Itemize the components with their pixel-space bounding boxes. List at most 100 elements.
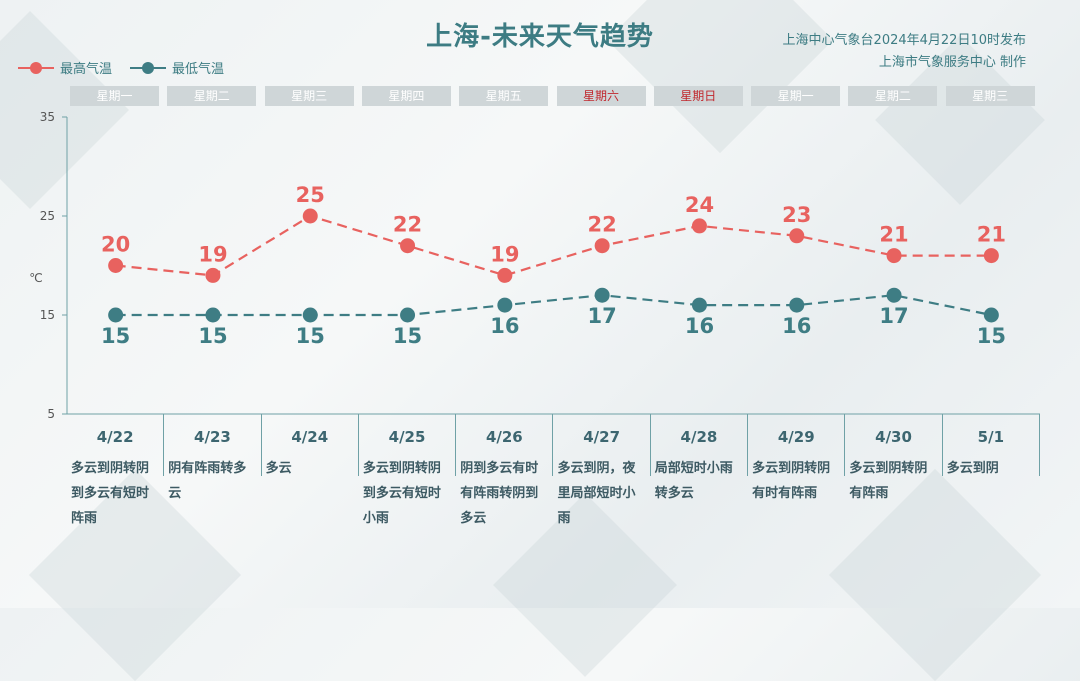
data-label-low: 15 (198, 324, 227, 348)
legend-low-label: 最低气温 (172, 62, 225, 77)
data-label-low: 17 (588, 304, 617, 328)
data-point-low (886, 287, 902, 303)
data-point-high (594, 238, 610, 254)
date-label: 5/1 (977, 428, 1005, 446)
data-point-high (691, 218, 707, 234)
day-column: 5/1 多云到阴 (943, 414, 1040, 476)
data-point-low (789, 297, 805, 313)
weekday-label: 星期六 (556, 86, 646, 106)
source-line-2: 上海市气象服务中心 制作 (878, 55, 1026, 70)
data-label-high: 19 (490, 242, 519, 266)
y-tick-label: 25 (40, 209, 55, 223)
data-label-low: 17 (879, 304, 908, 328)
day-column: 4/22 多云到阴转阴到多云有短时阵雨 (67, 414, 165, 526)
date-label: 4/23 (194, 428, 231, 446)
data-label-low: 15 (101, 324, 130, 348)
weather-description: 多云 (265, 461, 292, 476)
weekday-label: 星期二 (848, 86, 938, 106)
data-label-low: 15 (977, 324, 1006, 348)
data-point-low (108, 307, 124, 323)
data-point-high (789, 228, 805, 244)
unit-label: ℃ (29, 271, 42, 285)
weekday-label: 星期日 (653, 86, 743, 106)
series-line-low (115, 294, 992, 317)
data-label-low: 16 (782, 314, 811, 338)
data-label-high: 23 (782, 203, 811, 227)
data-point-low (983, 307, 999, 323)
data-point-low (594, 287, 610, 303)
weekday-label: 星期一 (70, 86, 159, 106)
data-label-low: 15 (296, 324, 325, 348)
chart-title: 上海-未来天气趋势 (426, 22, 654, 52)
data-point-high (886, 248, 902, 264)
legend-item-low: 最低气温 (130, 58, 224, 77)
date-label: 4/22 (96, 428, 134, 446)
data-point-low (691, 297, 707, 313)
weekday-label: 星期一 (751, 86, 841, 106)
data-point-high (205, 267, 221, 283)
date-weather-columns: 4/22 多云到阴转阴到多云有短时阵雨 4/23 阴有阵雨转多云 4/24 多云 4/25 多… (67, 414, 1040, 534)
weather-description: 多云到阴转阴到多云有短时小雨 (362, 461, 441, 526)
weekday-label: 星期三 (945, 86, 1035, 106)
day-column: 4/30 多云到阴转阴有阵雨 (845, 414, 943, 501)
data-label-high: 24 (685, 193, 714, 217)
weather-description: 多云到阴转阴有时有阵雨 (752, 461, 831, 501)
legend-high-label: 最高气温 (60, 62, 113, 77)
data-point-high (497, 267, 513, 283)
weather-description: 阴有阵雨转多云 (168, 461, 247, 501)
weather-description: 局部短时小雨转多云 (654, 461, 733, 501)
data-label-low: 16 (685, 314, 714, 338)
source-line-1: 上海中心气象台2024年4月22日10时发布 (782, 33, 1026, 48)
data-label-high: 21 (977, 223, 1006, 247)
weather-description: 多云到阴转阴有阵雨 (849, 461, 928, 501)
date-label: 4/28 (680, 428, 718, 446)
legend-item-high: 最高气温 (18, 58, 112, 77)
data-point-low (497, 297, 513, 313)
weather-description: 多云到阴 (946, 461, 999, 476)
legend-high-marker-icon (18, 61, 54, 74)
date-label: 4/25 (388, 428, 426, 446)
day-column: 4/29 多云到阴转阴有时有阵雨 (748, 414, 846, 501)
day-column: 4/26 阴到多云有时有阵雨转阴到多云 (456, 414, 554, 526)
data-label-high: 25 (296, 183, 325, 207)
data-point-low (205, 307, 221, 323)
temperature-chart: 35 25 15 5 ℃ 20 19 25 22 19 22 24 23 21 21 15 15 15 15 16 17… (29, 110, 1040, 421)
data-label-high: 22 (393, 213, 422, 237)
y-tick-label: 35 (40, 110, 55, 124)
data-point-low (400, 307, 416, 323)
date-label: 4/30 (875, 428, 912, 446)
data-label-low: 16 (490, 314, 519, 338)
weather-description: 阴到多云有时有阵雨转阴到多云 (460, 461, 539, 526)
weekday-label: 星期三 (264, 86, 354, 106)
weekday-label: 星期二 (167, 86, 257, 106)
y-tick-label: 5 (47, 407, 55, 421)
data-point-high (983, 248, 999, 264)
day-column: 4/27 多云到阴，夜里局部短时小雨 (554, 414, 651, 526)
data-label-low: 15 (393, 324, 422, 348)
day-column: 4/24 多云 (262, 414, 359, 476)
date-label: 4/24 (291, 428, 329, 446)
date-label: 4/27 (583, 428, 621, 446)
source-info: 上海中心气象台2024年4月22日10时发布 上海市气象服务中心 制作 (783, 30, 1026, 74)
data-point-high (400, 238, 416, 254)
legend-low-marker-icon (130, 61, 167, 74)
day-column: 4/28 局部短时小雨转多云 (651, 414, 749, 501)
date-label: 4/29 (777, 428, 815, 446)
series-line-high (115, 214, 992, 277)
data-label-high: 20 (101, 233, 130, 257)
data-label-high: 19 (198, 242, 227, 266)
date-label: 4/26 (485, 428, 523, 446)
data-point-high (302, 208, 318, 224)
weather-description: 多云到阴转阴到多云有短时阵雨 (71, 461, 150, 526)
data-label-high: 21 (879, 223, 908, 247)
day-column: 4/23 阴有阵雨转多云 (164, 414, 262, 501)
data-point-low (302, 307, 318, 323)
y-tick-label: 15 (40, 308, 55, 322)
weather-description: 多云到阴，夜里局部短时小雨 (557, 461, 636, 526)
weekday-label: 星期五 (459, 86, 549, 106)
data-label-high: 22 (588, 213, 617, 237)
weekday-label: 星期四 (361, 86, 451, 106)
weekday-row: 星期一 星期二 星期三 星期四 星期五 星期六 星期日 星期一 星期二 星期三 (67, 86, 1040, 106)
legend: 最高气温 最低气温 (18, 58, 242, 77)
day-column: 4/25 多云到阴转阴到多云有短时小雨 (359, 414, 457, 526)
